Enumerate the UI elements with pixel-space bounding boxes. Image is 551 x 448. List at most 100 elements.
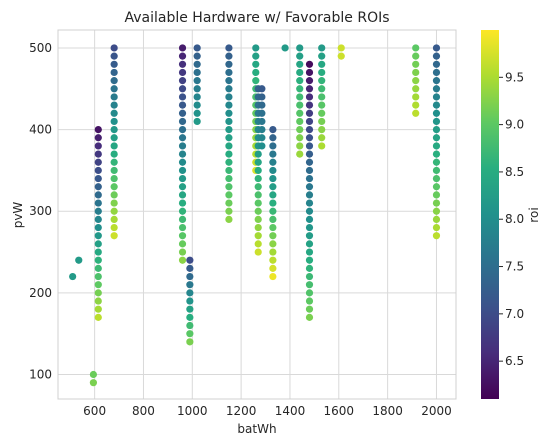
scatter-point xyxy=(305,134,314,142)
scatter-point xyxy=(178,223,187,232)
scatter-point xyxy=(305,125,314,134)
y-tick-label: 100 xyxy=(29,368,52,382)
scatter-point xyxy=(254,199,262,207)
scatter-point xyxy=(269,150,277,158)
scatter-point xyxy=(305,93,314,101)
scatter-point xyxy=(318,68,326,77)
scatter-point xyxy=(432,207,441,215)
scatter-point xyxy=(269,232,277,240)
scatter-point xyxy=(110,142,118,150)
scatter-point xyxy=(254,174,262,183)
scatter-point xyxy=(305,191,314,199)
scatter-point xyxy=(305,223,314,232)
scatter-point xyxy=(186,305,194,313)
scatter-point xyxy=(258,117,266,126)
scatter-point xyxy=(305,85,314,93)
scatter-point xyxy=(193,52,201,60)
scatter-point xyxy=(318,85,326,93)
scatter-point xyxy=(110,109,118,117)
scatter-point xyxy=(432,158,441,166)
scatter-point xyxy=(178,125,187,134)
scatter-point xyxy=(432,125,441,134)
scatter-point xyxy=(305,305,314,313)
scatter-point xyxy=(296,117,304,126)
x-tick-labels: 600 800 1000 1200 1400 1600 1800 2000 xyxy=(83,404,452,418)
scatter-point xyxy=(178,166,187,175)
scatter-point xyxy=(178,60,187,68)
scatter-point xyxy=(269,248,277,256)
x-tick-label: 600 xyxy=(83,404,106,418)
scatter-point xyxy=(225,207,233,215)
scatter-point xyxy=(412,68,420,77)
plot-frame xyxy=(57,29,457,400)
scatter-point xyxy=(296,93,304,101)
scatter-point xyxy=(318,52,326,60)
scatter-point xyxy=(305,150,314,158)
scatter-point xyxy=(225,52,233,60)
scatter-point xyxy=(432,232,441,240)
scatter-point xyxy=(432,150,441,158)
scatter-point xyxy=(432,60,441,68)
scatter-point xyxy=(305,117,314,126)
scatter-point xyxy=(225,183,233,191)
scatter-point xyxy=(252,68,260,77)
scatter-point xyxy=(94,305,102,313)
scatter-point xyxy=(94,215,102,223)
scatter-point xyxy=(269,264,277,272)
scatter-point xyxy=(296,85,304,93)
scatter-point xyxy=(432,215,441,223)
scatter-point xyxy=(258,142,266,150)
chart-title: Available Hardware w/ Favorable ROIs xyxy=(124,10,389,26)
scatter-point xyxy=(94,313,102,321)
scatter-point xyxy=(252,60,260,68)
scatter-point xyxy=(318,142,326,150)
scatter-point xyxy=(318,60,326,68)
scatter-point xyxy=(178,52,187,60)
scatter-point xyxy=(225,85,233,93)
scatter-point xyxy=(412,85,420,93)
scatter-point xyxy=(254,158,262,166)
scatter-point xyxy=(94,232,102,240)
scatter-point xyxy=(89,379,98,387)
scatter-point xyxy=(269,272,277,281)
scatter-point xyxy=(412,52,420,60)
scatter-point xyxy=(412,109,420,117)
scatter-point xyxy=(305,60,314,68)
scatter-point xyxy=(281,44,289,52)
scatter-point xyxy=(110,68,118,77)
scatter-point xyxy=(305,215,314,223)
scatter-point xyxy=(254,223,262,232)
scatter-point xyxy=(193,109,201,117)
scatter-point xyxy=(258,101,266,109)
scatter-point xyxy=(254,215,262,223)
scatter-point xyxy=(178,256,187,264)
y-tick-label: 500 xyxy=(29,41,52,55)
scatter-point xyxy=(432,77,441,85)
scatter-point xyxy=(178,207,187,215)
scatter-point xyxy=(186,289,194,297)
scatter-point xyxy=(110,232,118,240)
scatter-point xyxy=(432,85,441,93)
scatter-point xyxy=(305,313,314,321)
scatter-point xyxy=(225,199,233,207)
scatter-point xyxy=(94,134,102,142)
scatter-point xyxy=(305,166,314,175)
scatter-point xyxy=(432,93,441,101)
scatter-point xyxy=(94,166,102,175)
scatter-point xyxy=(337,44,345,52)
scatter-point xyxy=(254,191,262,199)
y-tick-label: 300 xyxy=(29,204,52,218)
scatter-point xyxy=(110,44,118,52)
scatter-point xyxy=(186,321,194,330)
scatter-point xyxy=(432,101,441,109)
scatter-point xyxy=(318,101,326,109)
scatter-point xyxy=(269,142,277,150)
scatter-point xyxy=(254,150,262,158)
scatter-point xyxy=(337,52,345,60)
y-axis-label: pvW xyxy=(11,202,25,229)
scatter-point xyxy=(178,199,187,207)
scatter-point xyxy=(225,150,233,158)
scatter-point xyxy=(110,77,118,85)
scatter-point xyxy=(269,183,277,191)
scatter-point xyxy=(225,125,233,134)
